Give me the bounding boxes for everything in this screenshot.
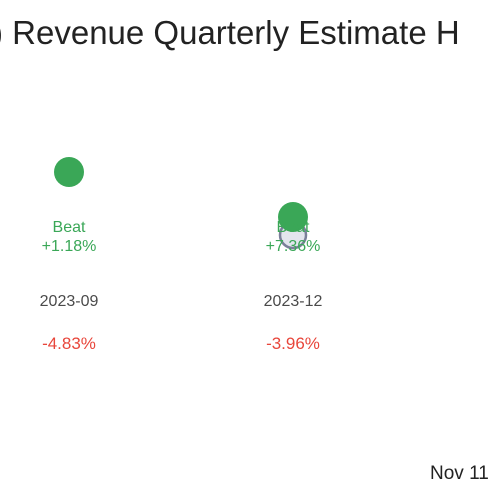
change-label-0: -4.83% <box>42 334 96 353</box>
period-label-0: 2023-09 <box>40 293 99 310</box>
chart-title: ) Revenue Quarterly Estimate H <box>0 14 460 51</box>
surprise-label-1: +7.36% <box>266 238 321 255</box>
change-label-1: -3.96% <box>266 334 320 353</box>
actual-marker-1 <box>278 202 308 232</box>
period-label-1: 2023-12 <box>264 293 323 310</box>
report-date: Nov 11 <box>430 463 489 484</box>
actual-marker-0 <box>54 157 84 187</box>
surprise-label-0: +1.18% <box>42 238 97 255</box>
result-label-0: Beat <box>53 219 86 236</box>
result-label-1: Beat <box>277 219 310 236</box>
